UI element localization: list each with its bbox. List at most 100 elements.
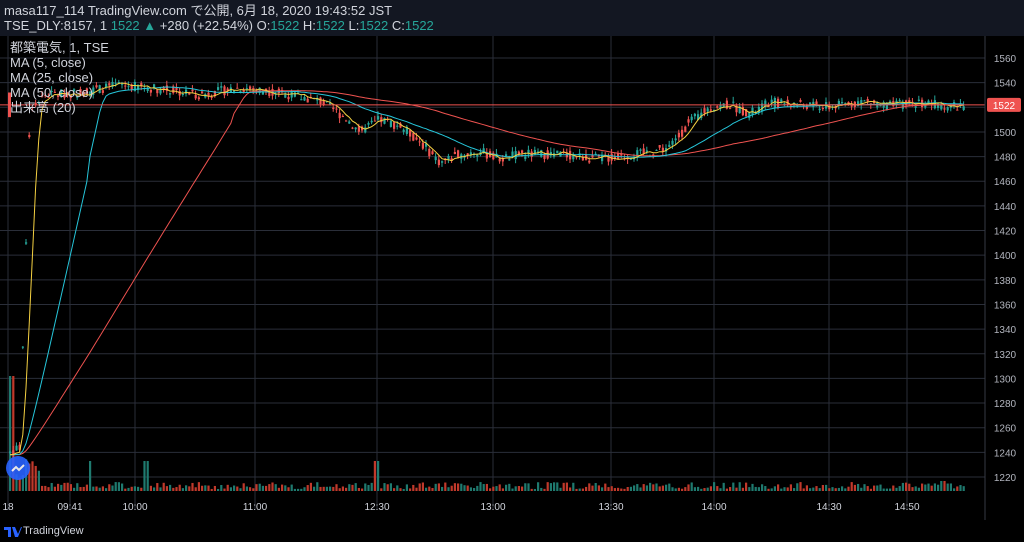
volume-bar	[76, 483, 79, 491]
volume-bar	[943, 481, 946, 491]
volume-bar	[66, 482, 69, 491]
indicator-legend[interactable]: 都築電気, 1, TSE MA (5, close) MA (25, close…	[10, 40, 109, 115]
volume-bar	[44, 485, 47, 491]
volume-bar	[956, 486, 959, 491]
legend-ma50[interactable]: MA (50, close)	[10, 85, 94, 100]
candle-body	[501, 158, 504, 162]
volume-bar	[937, 484, 940, 491]
volume-bar	[412, 484, 415, 491]
volume-bar	[79, 487, 82, 491]
volume-bar	[169, 484, 172, 491]
candle-body	[92, 87, 95, 95]
volume-bar	[482, 484, 485, 491]
candle-body	[549, 151, 552, 156]
candle-body	[588, 160, 591, 163]
volume-bar	[425, 487, 428, 491]
volume-bar	[511, 488, 514, 491]
volume-bar	[917, 487, 920, 491]
volume-bar	[793, 488, 796, 491]
volume-bar	[703, 488, 706, 491]
volume-bar	[572, 482, 575, 491]
volume-bar	[530, 488, 533, 491]
volume-bar	[393, 488, 396, 491]
volume-bar	[114, 482, 117, 491]
candle-body	[674, 138, 677, 141]
tradingview-brand: TradingView	[23, 525, 84, 537]
candle-body	[607, 155, 610, 162]
volume-bar	[818, 488, 821, 491]
volume-bar	[901, 482, 904, 491]
volume-bar	[178, 484, 181, 491]
candle-body	[642, 148, 645, 154]
candle-body	[466, 153, 469, 156]
volume-bar	[700, 488, 703, 491]
candle-body	[425, 143, 428, 147]
volume-bar	[479, 482, 482, 491]
candle-body	[31, 106, 34, 108]
time-axis[interactable]: 18 09:41 10:00 11:00 12:30 13:00 13:30 14:00 14:…	[2, 502, 920, 513]
volume-bar	[914, 486, 917, 491]
volume-bar	[149, 485, 152, 491]
volume-bar	[649, 482, 652, 491]
volume-bar	[389, 483, 392, 491]
volume-bar	[866, 486, 869, 491]
candle-body	[597, 154, 600, 157]
legend-ma25[interactable]: MA (25, close)	[10, 70, 94, 85]
volume-bar	[89, 461, 92, 491]
volume-bar	[834, 488, 837, 491]
price-axis[interactable]: 1220 1240 1260 1280 1300 1320 1340 1360 1380 1400…	[984, 36, 1021, 520]
volume-bar	[121, 483, 124, 491]
volume-bar	[514, 486, 517, 491]
candle-body	[137, 85, 140, 90]
candle-body	[332, 107, 335, 110]
volume-bar	[633, 485, 636, 491]
candle-body	[293, 92, 296, 97]
x-tick-label: 09:41	[57, 502, 82, 513]
volume-bar	[617, 487, 620, 491]
candle-body	[652, 154, 655, 156]
x-tick-label: 13:00	[480, 502, 505, 513]
candle-body	[319, 97, 322, 105]
candle-body	[169, 93, 172, 95]
volume-bar	[860, 487, 863, 491]
y-tick-label: 1380	[994, 276, 1017, 287]
candle-body	[524, 156, 527, 159]
candle-body	[898, 100, 901, 102]
candle-body	[380, 117, 383, 123]
volume-bar	[50, 482, 53, 491]
volume-bar	[847, 486, 850, 491]
volume-bar	[354, 483, 357, 491]
volume-bar	[63, 482, 66, 491]
y-tick-label: 1220	[994, 473, 1017, 484]
legend-title[interactable]: 都築電気, 1, TSE	[10, 40, 109, 55]
volume-bar	[623, 488, 626, 491]
candle-body	[233, 90, 236, 93]
volume-bar	[674, 488, 677, 491]
volume-bar	[594, 483, 597, 491]
candle-body	[431, 151, 434, 155]
volume-bar	[255, 484, 258, 491]
candle-body	[732, 101, 735, 103]
candle-body	[879, 104, 882, 107]
candle-body	[114, 83, 117, 85]
volume-bar	[261, 485, 264, 491]
volume-bar	[373, 461, 376, 491]
y-tick-label: 1360	[994, 300, 1017, 311]
volume-bar	[709, 486, 712, 491]
candle-body	[719, 104, 722, 109]
volume-bar	[527, 483, 530, 491]
volume-bar	[284, 485, 287, 491]
candle-body	[82, 91, 85, 97]
candle-body	[485, 152, 488, 159]
candle-body	[658, 145, 661, 148]
volume-bar	[191, 482, 194, 491]
legend-ma5[interactable]: MA (5, close)	[10, 55, 86, 70]
cloud-icon[interactable]	[6, 456, 30, 480]
volume-bar	[543, 488, 546, 491]
volume-bar	[9, 376, 12, 491]
candle-body	[457, 150, 460, 159]
candle-body	[962, 106, 965, 110]
volume-bar	[377, 461, 380, 491]
legend-volume[interactable]: 出来高 (20)	[10, 100, 76, 115]
